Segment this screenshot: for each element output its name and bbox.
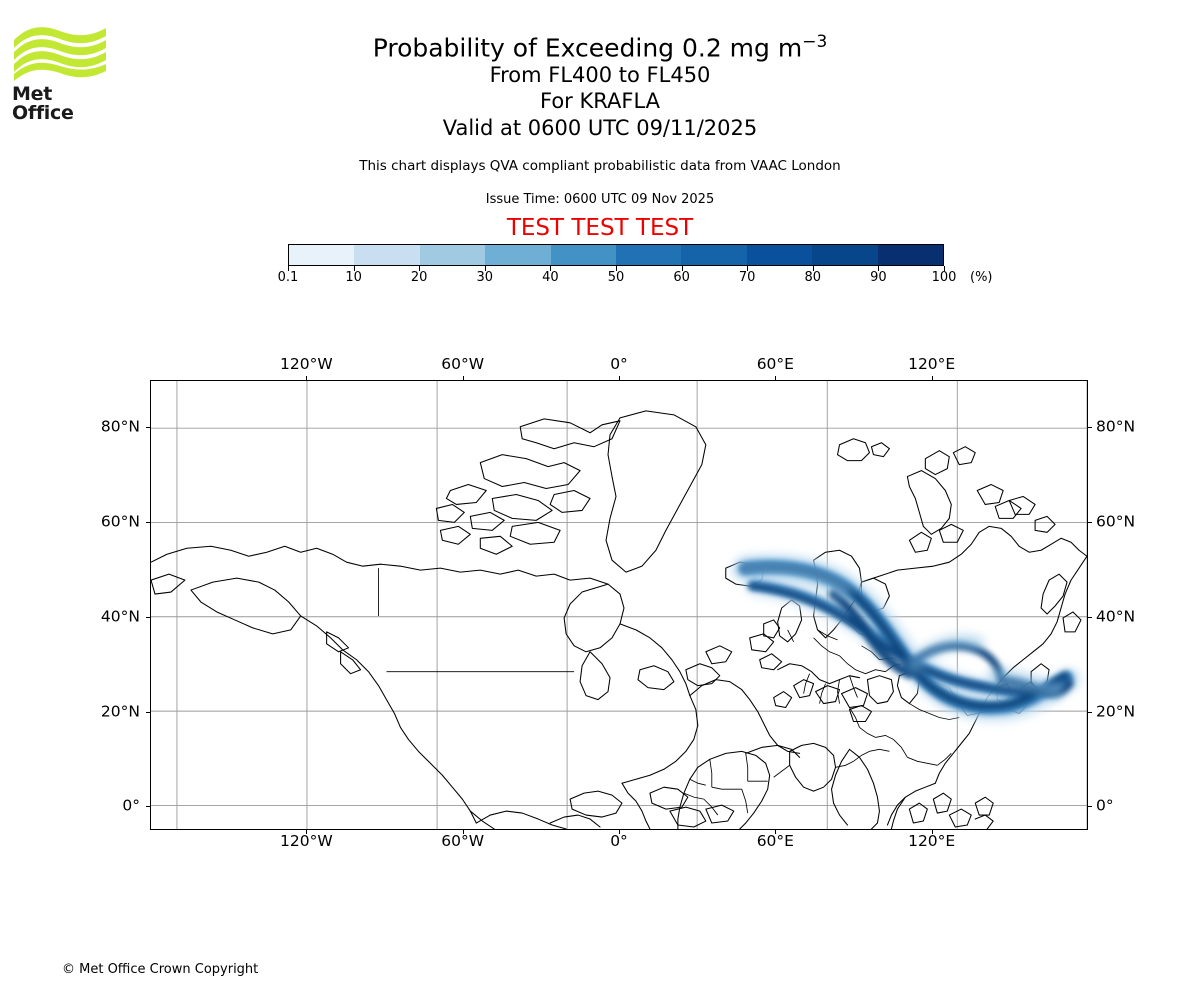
volcano-name-subtitle: For KRAFLA — [540, 89, 660, 113]
colorbar-swatch-6 — [681, 245, 747, 265]
colorbar-swatch-7 — [746, 245, 813, 265]
x-axis-bottom-label-0°: 0° — [610, 832, 628, 850]
y-axis-right-label-40°N: 40°N — [1096, 607, 1136, 626]
colorbar-swatch-2 — [419, 245, 486, 265]
y-axis-right-label-20°N: 20°N — [1096, 702, 1136, 721]
colorbar-tick-80 — [812, 266, 814, 271]
valid-time-subtitle: Valid at 0600 UTC 09/11/2025 — [442, 116, 758, 140]
y-axis-right-label-80°N: 80°N — [1096, 417, 1136, 436]
colorbar-tick-label-70: 70 — [738, 270, 756, 285]
colorbar-swatch-1 — [354, 245, 420, 265]
title-main-exponent: −3 — [802, 32, 828, 52]
map-canvas — [151, 381, 1087, 829]
test-banner: TEST TEST TEST — [506, 215, 694, 241]
x-axis-top-label-0°: 0° — [610, 355, 628, 373]
x-axis-top-label-60°W: 60°W — [441, 355, 485, 373]
x-axis-bottom-label-60°W: 60°W — [441, 832, 485, 850]
x-axis-bottom-label-120°E: 120°E — [908, 832, 956, 850]
colorbar-tick-label-30: 30 — [476, 270, 494, 285]
coastlines-layer — [151, 410, 1087, 829]
colorbar-swatch-0 — [289, 245, 355, 265]
colorbar-tick-90 — [878, 266, 880, 271]
colorbar-tickmarks — [288, 266, 945, 286]
title-main-text: Probability of Exceeding 0.2 mg m — [372, 33, 803, 63]
y-axis-right-tick-40°N — [1088, 616, 1092, 618]
colorbar-tick-label-20: 20 — [410, 270, 428, 285]
y-axis-left-tick-80°N — [146, 427, 150, 429]
x-axis-bottom-label-120°W: 120°W — [279, 832, 333, 850]
met-office-wave-icon — [14, 27, 106, 81]
met-office-logo-text: Met Office — [12, 83, 74, 124]
colorbar-tick-labels: 0.1 10 20 30 40 50 60 70 80 90 100 — [278, 269, 957, 289]
x-axis-top-tick-120°W — [306, 376, 308, 380]
qva-compliance-note: This chart displays QVA compliant probab… — [359, 158, 841, 174]
x-axis-bottom-label-60°E: 60°E — [756, 832, 794, 850]
colorbar-swatch-4 — [550, 245, 617, 265]
x-axis-top-label-120°W: 120°W — [279, 355, 333, 373]
x-axis-top-label-120°E: 120°E — [908, 355, 956, 373]
y-axis-left-label-20°N: 20°N — [100, 702, 140, 721]
colorbar-tick-30 — [484, 266, 486, 271]
x-axis-top-tick-120°E — [931, 376, 933, 380]
colorbar-gradient — [288, 244, 944, 266]
colorbar-tick-label-80: 80 — [804, 270, 822, 285]
colorbar-tick-40 — [550, 266, 552, 271]
x-axis-top-tick-60°W — [462, 376, 464, 380]
x-axis-bottom-tick-120°W — [306, 830, 308, 834]
colorbar-tick-label-10: 10 — [345, 270, 362, 285]
y-axis-right-tick-20°N — [1088, 711, 1092, 713]
y-axis-left-label-0°: 0° — [122, 796, 140, 815]
colorbar-tick-20 — [419, 266, 421, 271]
colorbar-tick-label-50: 50 — [607, 270, 625, 285]
y-axis-left-tick-0° — [146, 806, 150, 808]
x-axis-bottom-tick-0° — [619, 830, 620, 834]
y-axis-right-tick-80°N — [1088, 427, 1092, 429]
colorbar-tick-label-60: 60 — [673, 270, 690, 285]
colorbar-swatch-8 — [812, 245, 878, 265]
copyright-notice: © Met Office Crown Copyright — [62, 962, 259, 977]
x-axis-top-label-60°E: 60°E — [756, 355, 794, 373]
y-axis-left-label-60°N: 60°N — [100, 512, 140, 531]
x-axis-top-tick-0° — [619, 376, 620, 380]
x-axis-bottom-tick-120°E — [931, 830, 933, 834]
flight-level-subtitle: From FL400 to FL450 — [489, 63, 711, 87]
colorbar-swatch-3 — [485, 245, 551, 265]
colorbar-tick-label-0.1: 0.1 — [277, 270, 299, 285]
colorbar-tick-50 — [616, 266, 617, 271]
y-axis-left-label-40°N: 40°N — [100, 607, 140, 626]
y-axis-right-label-60°N: 60°N — [1096, 512, 1136, 531]
x-axis-top-tick-60°E — [775, 376, 777, 380]
ash-concentration-map — [150, 380, 1088, 830]
colorbar-swatch-9 — [877, 245, 944, 265]
issue-time-label: Issue Time: 0600 UTC 09 Nov 2025 — [485, 192, 715, 207]
colorbar-tick-100 — [944, 266, 945, 271]
y-axis-right-tick-60°N — [1088, 522, 1092, 524]
ash-plume-layer — [733, 554, 1081, 722]
colorbar-tick-label-100: 100 — [931, 270, 957, 285]
probability-colorbar — [288, 244, 944, 266]
colorbar-unit-label: (%) — [970, 270, 993, 285]
colorbar-tick-0.1 — [288, 266, 289, 271]
x-axis-bottom-tick-60°E — [775, 830, 777, 834]
colorbar-swatch-5 — [616, 245, 682, 265]
y-axis-left-tick-60°N — [146, 522, 150, 524]
page-title: Probability of Exceeding 0.2 mg m−3 — [0, 26, 1200, 64]
y-axis-left-tick-40°N — [146, 616, 150, 618]
met-office-logo: Met Office — [12, 24, 112, 123]
map-frame — [150, 380, 1088, 830]
map-gridlines — [151, 381, 1087, 829]
colorbar-tick-label-40: 40 — [542, 270, 559, 285]
x-axis-bottom-tick-60°W — [462, 830, 464, 834]
colorbar-tick-label-90: 90 — [870, 270, 887, 285]
colorbar-tick-70 — [747, 266, 749, 271]
colorbar-tick-60 — [681, 266, 683, 271]
y-axis-right-label-0°: 0° — [1096, 796, 1114, 815]
country-borders-layer — [378, 568, 988, 816]
y-axis-left-tick-20°N — [146, 711, 150, 713]
y-axis-right-tick-0° — [1088, 806, 1092, 808]
y-axis-left-label-80°N: 80°N — [100, 417, 140, 436]
colorbar-tick-10 — [353, 266, 355, 271]
